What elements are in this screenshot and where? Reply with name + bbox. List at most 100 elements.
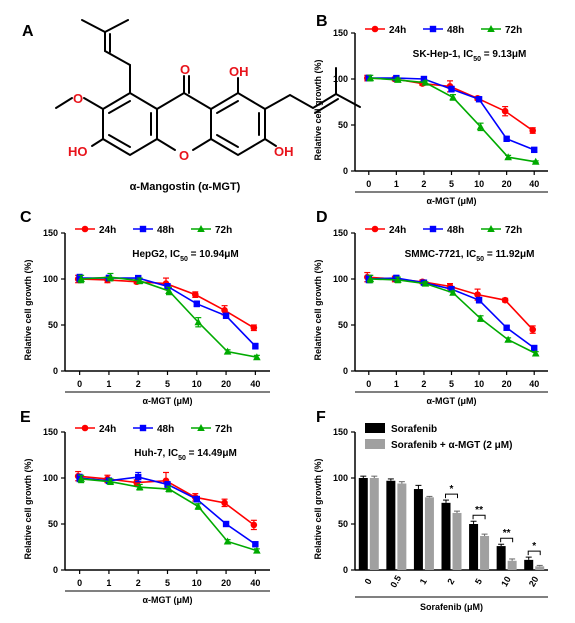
panel-f-chart: F 0 50 100 150 Relative cell growth (%) 0 0.5 1 2…	[313, 409, 548, 612]
y-tick-label: 150	[43, 228, 58, 238]
y-axis-label: Relative cell growth (%)	[313, 458, 323, 559]
significance-bracket	[472, 514, 486, 520]
x-tick-label: 10	[474, 179, 484, 189]
y-tick-label: 100	[333, 274, 348, 284]
x-tick-label: 0	[366, 379, 371, 389]
bar	[413, 489, 423, 570]
x-tick-label: 40	[250, 578, 260, 588]
data-point-triangle	[421, 78, 430, 86]
data-point-triangle	[106, 273, 115, 281]
data-point-circle	[221, 306, 228, 314]
data-point-triangle	[504, 335, 512, 343]
data-point-circle	[250, 324, 258, 332]
y-tick-label: 50	[338, 519, 348, 529]
significance-bracket	[445, 493, 458, 499]
significance-bracket	[500, 537, 514, 543]
bar	[397, 483, 407, 570]
left-prenyl-methyl	[104, 19, 129, 33]
panel-letter-f: F	[316, 409, 326, 426]
x-tick-label: 10	[474, 379, 484, 389]
panel-d-chart: D 0 50 100 150 Relative cell growth (%) 0 1 2 5 10…	[313, 209, 548, 406]
left-ring-double-bond	[108, 100, 131, 114]
legend-label: 24h	[99, 424, 116, 435]
data-point-triangle	[421, 279, 430, 287]
x-tick-label: 2	[421, 379, 426, 389]
data-point-triangle	[394, 275, 402, 283]
x-tick-label: 2	[421, 179, 426, 189]
methoxy-bond	[83, 97, 104, 110]
legend-marker-circle	[371, 25, 379, 33]
x-tick-label: 0.5	[388, 574, 403, 590]
panel-c-chart: C 0 50 100 150 Relative cell growth (%) 0 1 2 5 10…	[20, 209, 270, 406]
legend-marker-triangle	[197, 225, 205, 232]
data-point-square	[448, 285, 455, 293]
x-tick-label: 0	[363, 577, 374, 586]
x-tick-label: 1	[394, 179, 399, 189]
bar	[441, 502, 451, 570]
bar	[496, 546, 506, 570]
bar	[469, 524, 479, 570]
data-point-triangle	[194, 502, 203, 510]
right-prenyl-chain	[264, 93, 337, 110]
y-tick-label: 100	[43, 473, 58, 483]
y-tick-label: 150	[333, 28, 348, 38]
bar	[507, 560, 517, 570]
data-point-square	[193, 495, 200, 503]
x-tick-label: 1	[106, 379, 111, 389]
data-point-triangle	[449, 288, 457, 296]
y-axis-label: Relative cell growth (%)	[23, 259, 33, 360]
legend-label: 48h	[157, 424, 174, 435]
carbonyl-oxygen: O	[180, 62, 190, 77]
significance-label: *	[450, 484, 454, 495]
data-point-triangle	[504, 153, 512, 161]
legend-marker-triangle	[487, 25, 495, 32]
x-tick-label: 20	[221, 578, 231, 588]
legend-label: 24h	[389, 225, 406, 236]
data-point-square	[252, 342, 259, 350]
hydroxyl-top-right: OH	[229, 64, 249, 79]
data-point-square	[164, 481, 171, 488]
legend-marker-square	[429, 25, 437, 33]
data-point-square	[393, 274, 400, 282]
legend-label: Sorafenib + α-MGT (2 μM)	[391, 440, 512, 451]
left-ring-double-bond	[108, 134, 131, 148]
data-point-circle	[501, 296, 509, 304]
data-point-square	[448, 85, 455, 93]
x-tick-label: 40	[529, 379, 539, 389]
data-point-triangle	[194, 318, 203, 326]
panel-b-chart: B 0 50 100 150 Relative cell growth (%) 0 1 2 5 10…	[313, 13, 548, 206]
left-ring	[102, 91, 158, 157]
data-point-circle	[529, 127, 537, 134]
chart-annotation: HepG2, IC50 = 10.94μM	[132, 249, 238, 263]
y-tick-label: 50	[48, 519, 58, 529]
x-tick-label: 5	[449, 379, 454, 389]
legend-marker-circle	[81, 424, 89, 432]
panel-letter-a: A	[22, 23, 34, 40]
y-axis-label: Relative cell growth (%)	[313, 59, 323, 160]
legend-marker-triangle	[197, 424, 205, 431]
x-axis-label: Sorafenib (μM)	[420, 602, 483, 612]
y-tick-label: 100	[333, 473, 348, 483]
legend-label: 72h	[505, 25, 522, 36]
legend-label: 48h	[447, 225, 464, 236]
methoxy-oxygen: O	[73, 91, 83, 106]
legend-label: 48h	[447, 25, 464, 36]
data-point-square	[475, 96, 483, 103]
x-tick-label: 1	[394, 379, 399, 389]
hydroxyl-bond-right	[264, 138, 277, 147]
data-point-triangle	[223, 347, 232, 355]
data-point-circle	[191, 291, 199, 298]
data-point-triangle	[531, 349, 540, 357]
data-point-triangle	[106, 477, 115, 485]
x-tick-label: 10	[192, 578, 202, 588]
x-tick-label: 1	[418, 577, 429, 586]
y-tick-label: 0	[53, 565, 58, 575]
chart-annotation: Huh-7, IC50 = 14.49μM	[134, 448, 237, 462]
data-point-triangle	[253, 546, 261, 554]
data-point-triangle	[165, 485, 173, 493]
bar	[452, 512, 462, 570]
bar	[369, 478, 379, 570]
legend-label: 72h	[215, 225, 232, 236]
y-tick-label: 0	[343, 366, 348, 376]
